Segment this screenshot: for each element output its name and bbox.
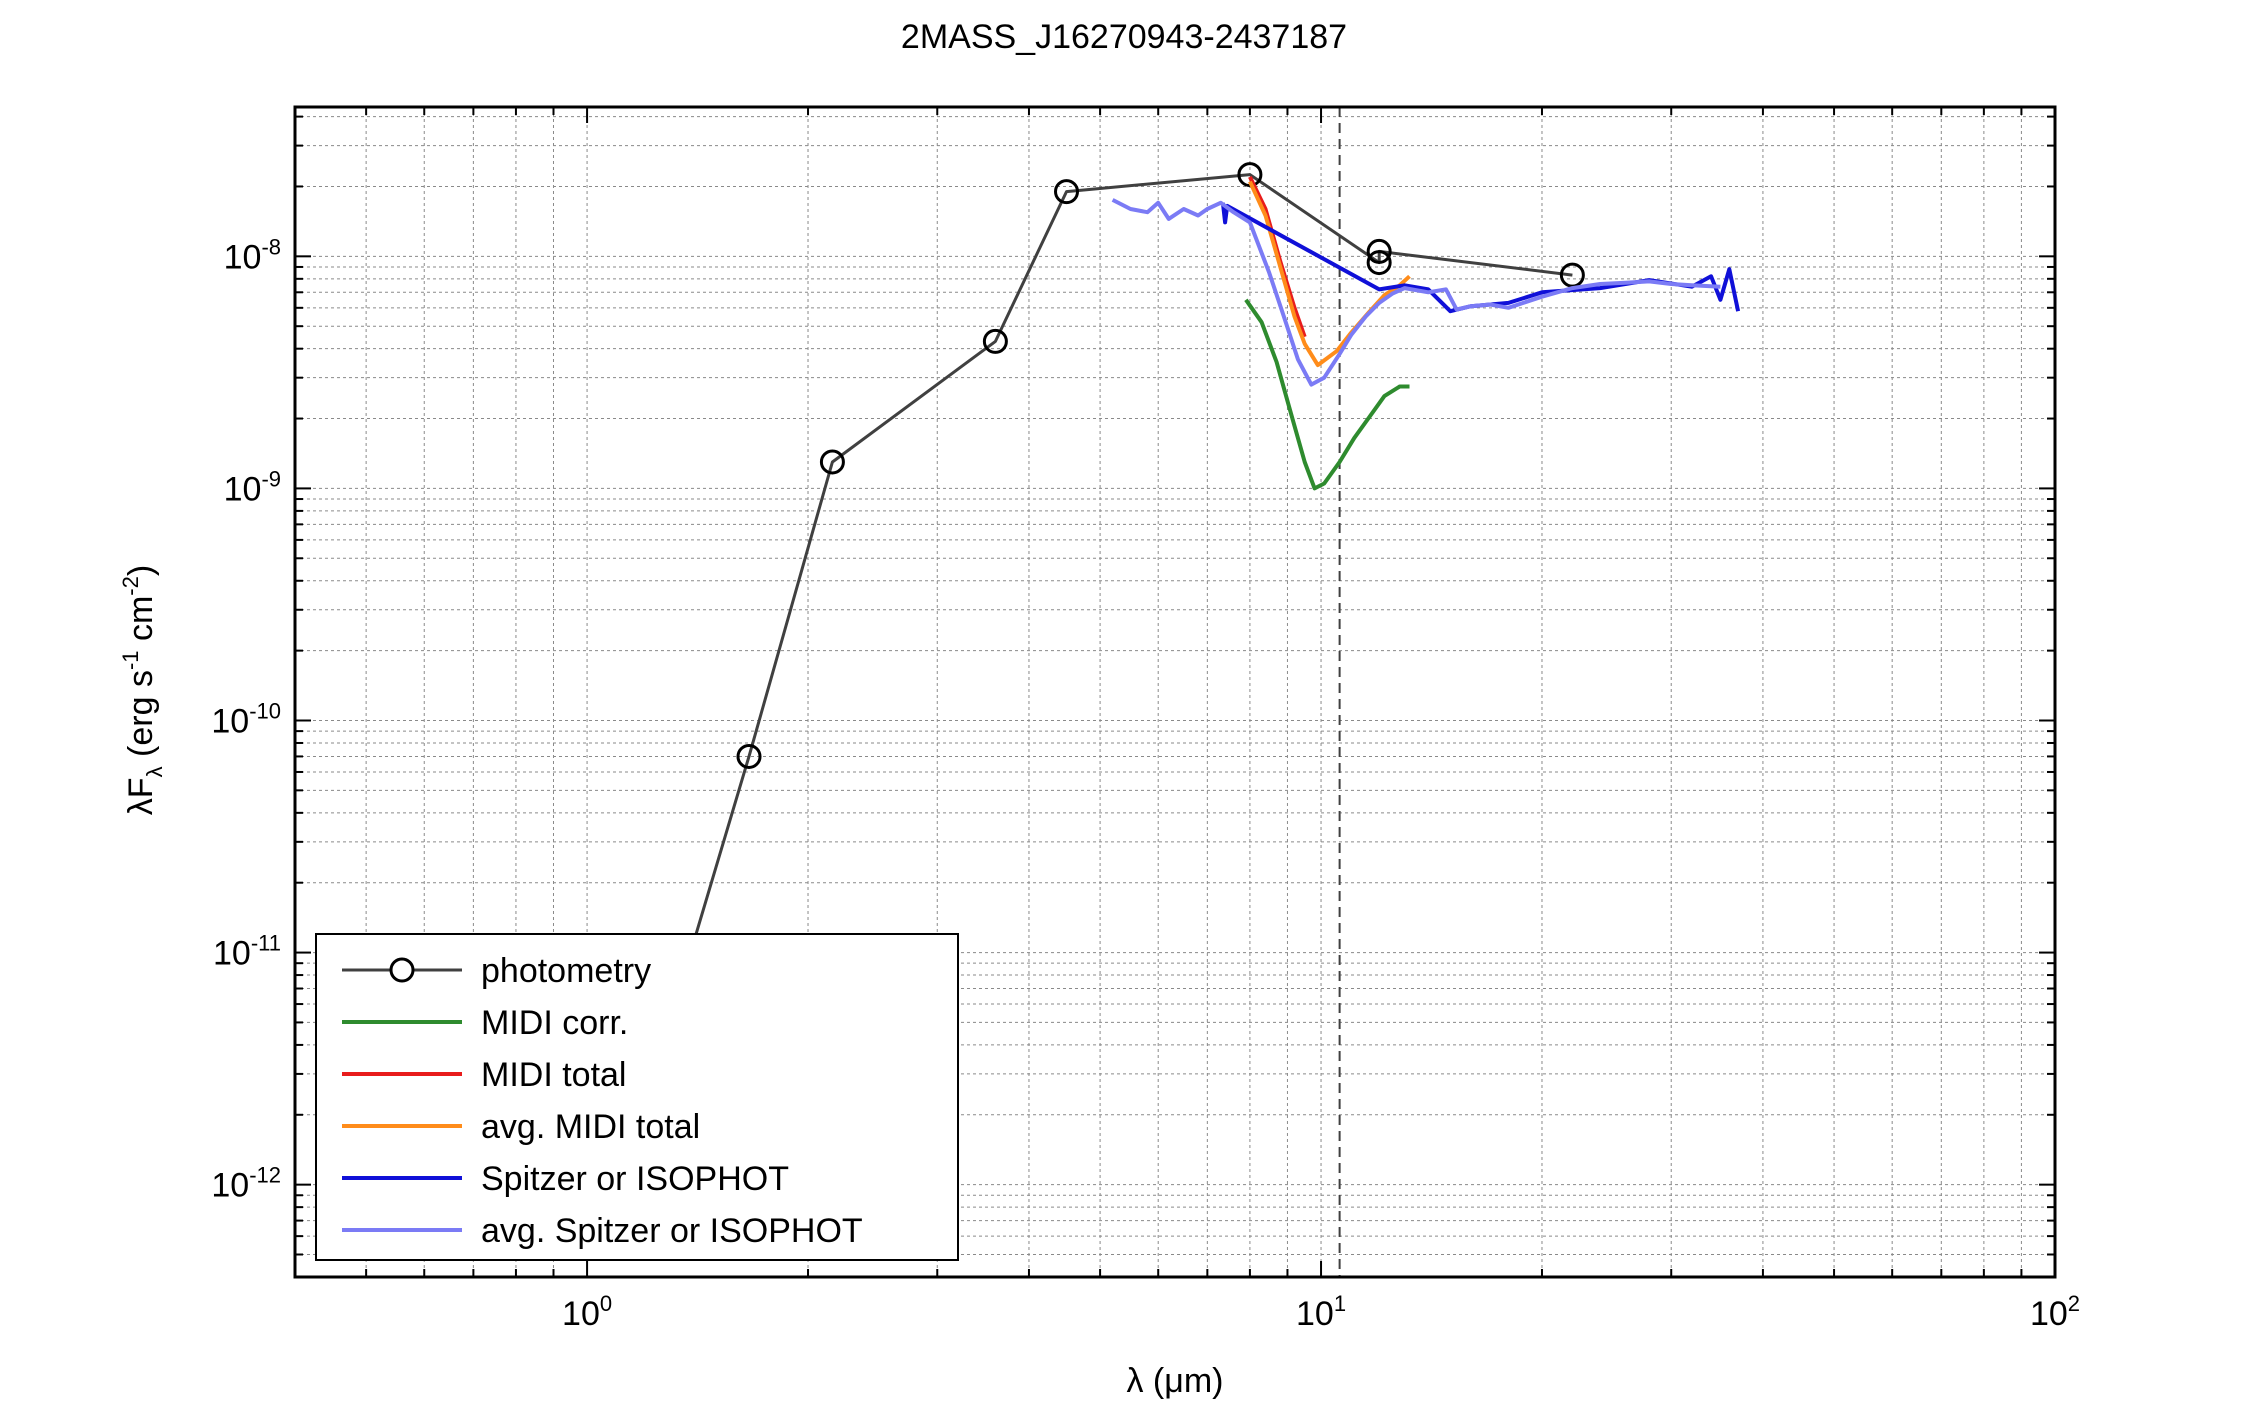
y-tick-label: 10-11 — [213, 931, 281, 973]
series-line-spitzer-or-isophot — [1220, 202, 1741, 314]
legend-entry: avg. MIDI total — [342, 1108, 700, 1146]
x-tick-label: 101 — [1296, 1291, 1346, 1333]
y-tick-label: 10-10 — [211, 698, 281, 740]
x-tick-label: 102 — [2030, 1291, 2080, 1333]
legend-entry: Spitzer or ISOPHOT — [342, 1160, 789, 1198]
series-line-avg-midi-total — [1248, 180, 1411, 368]
legend-label: avg. Spitzer or ISOPHOT — [481, 1212, 863, 1250]
legend-label: Spitzer or ISOPHOT — [481, 1160, 789, 1198]
data-point — [819, 449, 845, 475]
legend-entry: photometry — [342, 952, 651, 990]
y-tick-label: 10-9 — [224, 466, 281, 508]
legend-entry: MIDI total — [342, 1056, 626, 1094]
legend-label: MIDI corr. — [481, 1004, 628, 1042]
series-avg-midi-total — [1248, 180, 1411, 368]
data-point — [736, 743, 762, 769]
series-spitzer-or-isophot — [1220, 202, 1741, 314]
y-tick-label: 10-8 — [224, 234, 281, 276]
data-point — [982, 328, 1008, 354]
x-axis-label: λ (μm) — [1126, 1362, 1223, 1400]
plot-frame — [293, 105, 2057, 1279]
series-layer — [641, 162, 1741, 1087]
legend-entry: MIDI corr. — [342, 1004, 628, 1042]
legend-marker — [389, 957, 415, 983]
legend-label: MIDI total — [481, 1056, 626, 1094]
tick-marks — [294, 107, 2056, 1278]
legend-box — [315, 933, 959, 1261]
chart-title: 2MASS_J16270943-2437187 — [901, 18, 1347, 56]
series-photometry — [641, 162, 1585, 1087]
series-avg-spitzer-or-isophot — [1111, 198, 1721, 387]
series-midi-corr — [1244, 298, 1410, 491]
series-line-avg-spitzer-or-isophot — [1111, 198, 1721, 387]
data-point — [1366, 250, 1392, 276]
legend-label: avg. MIDI total — [481, 1108, 700, 1146]
data-point — [1366, 238, 1392, 264]
legend-label: photometry — [481, 952, 651, 990]
x-tick-label: 100 — [562, 1291, 612, 1333]
data-point — [1054, 179, 1080, 205]
legend-entry: avg. Spitzer or ISOPHOT — [342, 1212, 863, 1250]
series-line-photometry — [652, 173, 1573, 1075]
series-line-midi-corr — [1244, 298, 1410, 491]
y-axis-label: λFλ (erg s-1 cm-2) — [118, 565, 167, 815]
y-tick-label: 10-12 — [211, 1163, 281, 1205]
x-tick-labels: 100 101 102 — [562, 1291, 2080, 1333]
y-tick-labels: 10-12 10-11 10-10 10-9 10-8 — [211, 234, 281, 1204]
legend: photometry MIDI corr. MIDI total avg. MIDI … — [315, 933, 959, 1261]
grid — [294, 107, 2056, 1278]
